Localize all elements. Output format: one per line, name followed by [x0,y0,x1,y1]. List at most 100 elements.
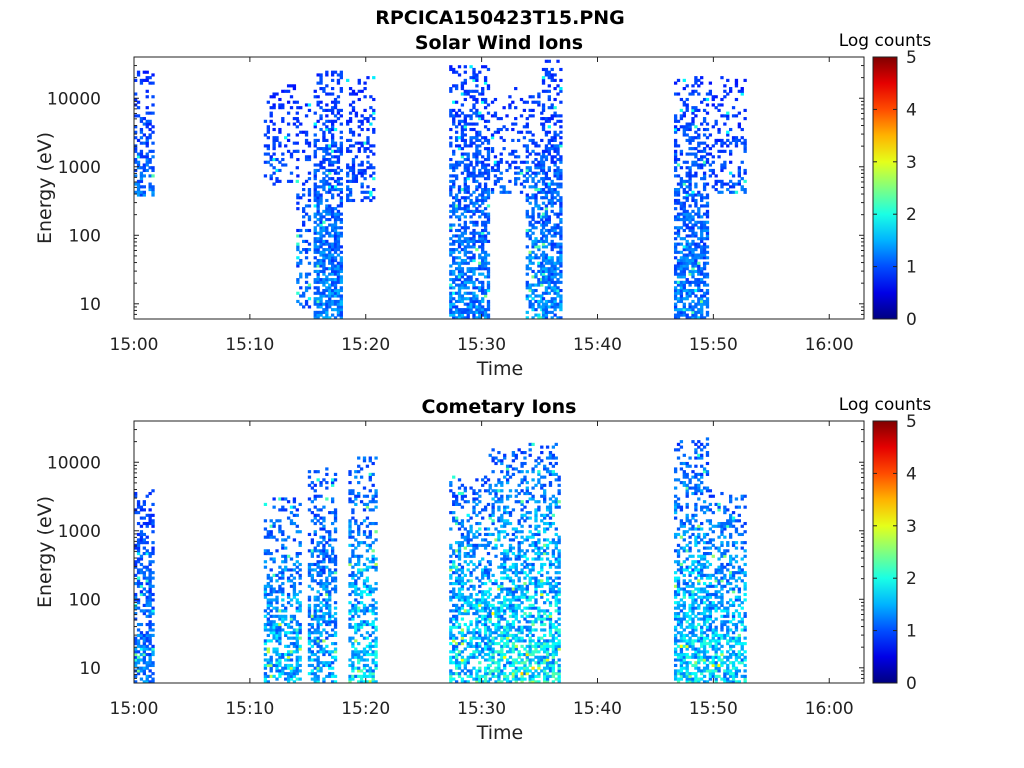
data-pixel [556,302,560,306]
data-pixel [269,663,273,668]
data-pixel [136,560,141,564]
data-pixel [466,168,470,173]
data-pixel [469,554,473,558]
data-pixel [676,144,681,148]
data-pixel [319,560,323,564]
data-pixel [330,655,335,659]
data-pixel [514,106,518,110]
data-pixel [325,592,329,597]
data-pixel [296,280,300,284]
data-pixel [319,584,323,588]
data-pixel [148,571,152,575]
data-pixel [307,108,312,112]
data-pixel [697,144,701,148]
data-pixel [289,511,294,515]
data-pixel [142,508,146,512]
data-pixel [330,650,335,654]
data-pixel [729,185,733,189]
data-pixel [688,92,692,96]
data-pixel [452,617,456,621]
data-pixel [322,617,326,621]
data-pixel [322,549,326,553]
data-pixel [700,267,704,271]
data-pixel [284,508,288,512]
data-pixel [281,103,285,107]
data-pixel [269,674,273,678]
data-pixel [136,606,141,610]
data-pixel [505,160,509,164]
data-pixel [466,122,470,126]
data-pixel [711,125,715,129]
data-pixel [339,130,343,134]
data-pixel [694,78,698,82]
data-pixel [466,242,470,246]
data-pixel [497,489,501,493]
data-pixel [460,598,465,602]
data-pixel [694,89,698,93]
data-pixel [351,625,355,629]
data-pixel [372,188,376,192]
data-pixel [322,267,326,271]
data-pixel [454,177,459,181]
data-pixel [145,521,149,526]
data-pixel [339,152,343,156]
data-pixel [494,622,498,627]
data-pixel [463,573,467,577]
data-pixel [454,571,459,575]
data-pixel [711,97,715,102]
data-pixel [449,65,453,69]
data-pixel [142,609,146,613]
data-pixel [368,622,372,627]
data-pixel [466,601,470,605]
data-pixel [142,163,146,167]
data-pixel [369,149,373,153]
data-pixel [295,663,299,668]
data-pixel [488,650,492,654]
data-pixel [449,511,453,515]
data-pixel [336,182,341,186]
data-pixel [537,248,541,252]
data-pixel [286,122,291,126]
data-pixel [743,149,747,153]
data-pixel [372,111,376,115]
data-pixel [330,223,335,227]
data-pixel [486,138,491,142]
data-pixel [466,177,470,181]
data-pixel [269,609,273,613]
data-pixel [289,568,294,572]
data-pixel [322,185,326,189]
x-tick-label: 15:30 [457,335,506,355]
data-pixel [325,125,329,129]
data-pixel [281,505,285,509]
data-pixel [478,310,482,314]
data-pixel [469,171,473,175]
data-pixel [700,226,704,230]
data-pixel [553,280,557,284]
data-pixel [339,201,343,205]
data-pixel [478,253,482,257]
data-pixel [673,166,678,170]
data-pixel [357,650,361,654]
data-pixel [354,603,358,607]
data-pixel [454,275,459,279]
data-pixel [319,297,323,301]
data-pixel [330,127,335,132]
data-pixel [514,171,518,175]
data-pixel [688,185,692,189]
data-pixel [469,305,473,309]
data-pixel [682,212,686,216]
data-pixel [486,111,491,115]
data-pixel [737,168,741,173]
data-pixel [325,316,329,320]
data-pixel [371,620,375,624]
data-pixel [544,239,549,243]
data-pixel [676,78,681,82]
data-pixel [540,117,544,121]
data-pixel [743,78,747,82]
data-pixel [266,601,270,605]
data-pixel [556,280,560,284]
data-pixel [466,226,470,230]
data-pixel [478,644,482,648]
data-pixel [313,672,317,676]
data-pixel [483,582,488,586]
